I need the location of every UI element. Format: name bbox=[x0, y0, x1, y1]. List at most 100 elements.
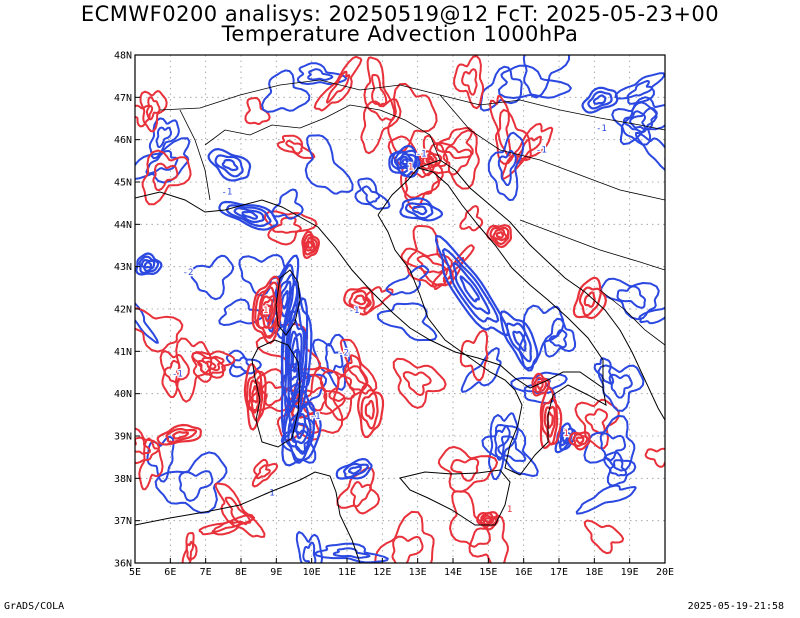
contour-line bbox=[572, 433, 589, 447]
lat-tick-label: 38N bbox=[114, 474, 132, 485]
lon-tick-label: 6E bbox=[164, 567, 176, 578]
contour-line bbox=[312, 333, 351, 391]
contour-line bbox=[343, 286, 375, 316]
contour-line bbox=[271, 263, 299, 334]
contour-line bbox=[251, 458, 279, 488]
lon-tick-label: 14E bbox=[444, 567, 462, 578]
contour-line bbox=[181, 532, 198, 563]
coastline-sardinia bbox=[251, 339, 301, 448]
contour-line bbox=[479, 65, 523, 112]
contour-line bbox=[185, 540, 195, 561]
contour-line bbox=[281, 389, 322, 467]
contour-line bbox=[392, 357, 447, 409]
contour-line bbox=[244, 97, 271, 126]
contour-line bbox=[616, 285, 646, 309]
contour-line bbox=[498, 64, 572, 99]
contour-line bbox=[295, 531, 323, 563]
contour-label: -1 bbox=[264, 488, 275, 498]
border-north bbox=[159, 79, 665, 131]
coastline-corsica bbox=[275, 269, 301, 336]
contour-line bbox=[488, 412, 519, 481]
contour-line bbox=[437, 446, 499, 493]
contour-line bbox=[214, 154, 244, 178]
contour-line bbox=[357, 383, 385, 439]
contour-line bbox=[391, 535, 424, 563]
lon-tick-label: 9E bbox=[270, 567, 282, 578]
border-east bbox=[439, 94, 665, 201]
contour-line bbox=[152, 162, 179, 192]
contour-line bbox=[148, 117, 180, 160]
lon-tick-label: 16E bbox=[515, 567, 533, 578]
contour-line bbox=[499, 310, 539, 372]
axis-ticks: 5E 6E 7E 8E 9E 10E 11E 12E 13E 14E 15E 16E 17E 18E 19E… bbox=[114, 51, 674, 579]
contour-label: -1 bbox=[536, 145, 547, 155]
contour-line bbox=[401, 158, 409, 166]
contour-line bbox=[159, 350, 190, 398]
contour-line bbox=[453, 55, 485, 110]
contour-line bbox=[512, 330, 527, 352]
contour-line bbox=[280, 415, 317, 464]
contour-line bbox=[510, 371, 568, 404]
contour-line bbox=[561, 433, 569, 443]
coastline-adriatic bbox=[377, 167, 604, 388]
contour-line bbox=[301, 230, 320, 259]
contour-line bbox=[531, 372, 550, 397]
contour-line bbox=[442, 256, 465, 283]
contour-line bbox=[172, 431, 189, 440]
lon-tick-label: 12E bbox=[373, 567, 391, 578]
border-balkan-south bbox=[599, 289, 665, 346]
contour-line bbox=[284, 303, 308, 415]
coastline-balkans bbox=[417, 159, 665, 421]
contour-line bbox=[256, 286, 280, 330]
contour-line bbox=[163, 359, 181, 384]
border-alps bbox=[204, 104, 441, 161]
contour-line bbox=[450, 457, 480, 482]
lon-tick-label: 5E bbox=[129, 567, 141, 578]
lon-tick-label: 13E bbox=[409, 567, 427, 578]
contour-line bbox=[241, 210, 259, 220]
lat-tick-label: 48N bbox=[114, 51, 132, 62]
contour-label: -1 bbox=[172, 370, 183, 380]
contour-line bbox=[135, 104, 154, 128]
contour-line bbox=[559, 429, 572, 447]
contour-line bbox=[406, 224, 454, 288]
contour-line bbox=[140, 259, 156, 272]
contour-label: -1 bbox=[221, 188, 232, 198]
contour-line bbox=[155, 126, 172, 148]
contour-label: -2 bbox=[338, 349, 349, 359]
contour-line bbox=[583, 414, 636, 472]
contour-line bbox=[138, 437, 164, 491]
contour-line bbox=[399, 155, 412, 168]
contour-label: 1 bbox=[263, 306, 268, 316]
contour-line bbox=[307, 68, 334, 81]
contour-line bbox=[583, 291, 596, 308]
render-timestamp: 2025-05-19-21:58 bbox=[687, 601, 784, 612]
contour-line bbox=[435, 127, 474, 160]
contour-line bbox=[145, 96, 161, 121]
contour-line bbox=[390, 149, 418, 177]
contour-line bbox=[505, 322, 532, 363]
contour-line bbox=[581, 86, 619, 114]
lat-tick-label: 36N bbox=[114, 559, 132, 570]
contour-line bbox=[644, 447, 665, 468]
lon-tick-label: 11E bbox=[338, 567, 356, 578]
contour-line bbox=[533, 376, 548, 394]
contour-label: -1 bbox=[310, 412, 321, 422]
contour-line bbox=[583, 519, 625, 555]
contour-line bbox=[297, 62, 348, 86]
lat-tick-label: 43N bbox=[114, 262, 132, 273]
coastlines-borders bbox=[135, 79, 665, 563]
contour-line bbox=[276, 134, 316, 159]
contour-line bbox=[487, 131, 525, 201]
contour-line bbox=[597, 364, 645, 412]
contour-line bbox=[419, 150, 443, 170]
contour-line bbox=[385, 264, 430, 296]
contour-line bbox=[360, 392, 379, 430]
contour-line bbox=[363, 56, 396, 122]
contour-line bbox=[638, 306, 665, 325]
contour-label: -1 bbox=[596, 124, 607, 134]
contour-line bbox=[404, 202, 434, 220]
contour-line bbox=[452, 262, 491, 315]
lat-tick-label: 44N bbox=[114, 220, 132, 231]
contour-line bbox=[486, 224, 513, 249]
